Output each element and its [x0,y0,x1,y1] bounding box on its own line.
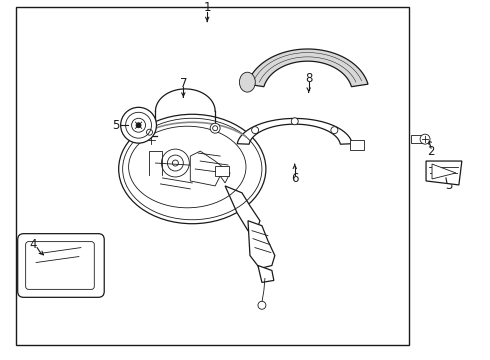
Circle shape [331,127,338,134]
Polygon shape [258,265,274,282]
Circle shape [252,127,259,134]
Circle shape [420,134,430,144]
Polygon shape [190,151,230,186]
Ellipse shape [119,114,266,224]
Polygon shape [247,49,368,87]
Text: 8: 8 [305,72,312,85]
Text: 5: 5 [112,119,120,132]
Bar [411,135,423,143]
Bar [16,7,409,345]
Polygon shape [426,161,462,185]
Circle shape [213,126,218,131]
Circle shape [136,123,141,128]
Text: 4: 4 [29,238,37,251]
Ellipse shape [240,72,255,92]
Circle shape [258,301,266,309]
Polygon shape [237,118,352,144]
Polygon shape [225,186,260,236]
FancyBboxPatch shape [18,234,104,297]
Text: 6: 6 [291,172,298,185]
Text: 3: 3 [445,179,453,192]
Circle shape [147,129,152,135]
Bar [215,166,229,176]
Circle shape [291,118,298,125]
Text: 1: 1 [203,1,211,14]
Circle shape [121,107,156,143]
Polygon shape [248,221,275,269]
Bar [350,140,364,150]
Text: 2: 2 [427,145,435,158]
Polygon shape [432,164,456,179]
Circle shape [210,123,220,133]
Circle shape [172,160,178,166]
Text: 7: 7 [179,77,187,90]
